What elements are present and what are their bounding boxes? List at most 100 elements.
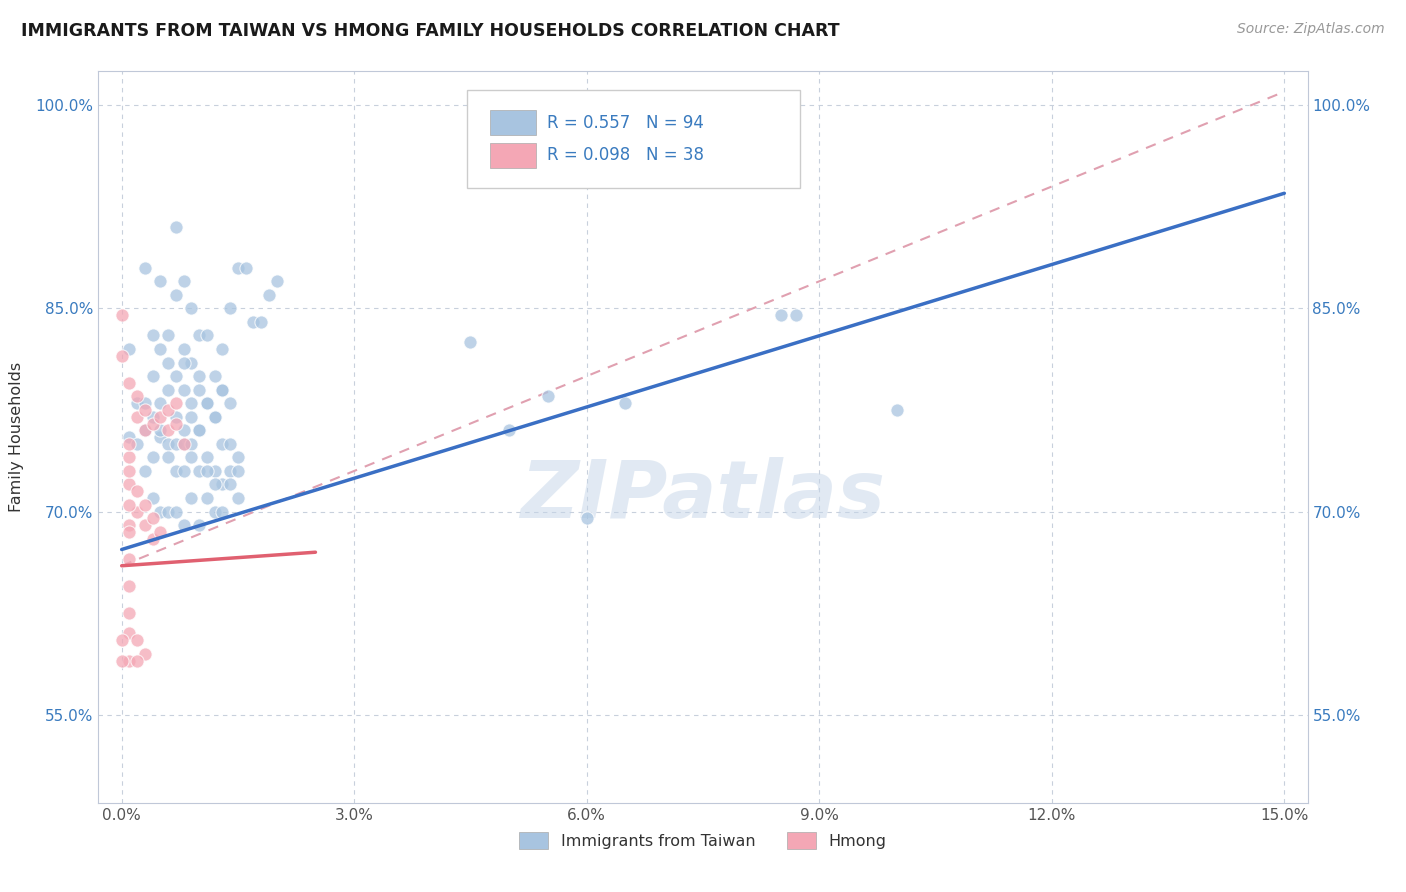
Point xyxy=(127,437,149,451)
Point xyxy=(142,491,165,505)
Point xyxy=(157,505,180,519)
Point xyxy=(157,328,180,343)
Legend: Immigrants from Taiwan, Hmong: Immigrants from Taiwan, Hmong xyxy=(512,824,894,857)
Point xyxy=(204,505,226,519)
Point xyxy=(575,511,598,525)
Point xyxy=(195,450,218,465)
Point xyxy=(219,396,242,410)
Point xyxy=(195,396,218,410)
Point xyxy=(173,437,195,451)
Point xyxy=(165,437,187,451)
Point xyxy=(173,342,195,356)
Text: R = 0.557   N = 94: R = 0.557 N = 94 xyxy=(547,113,704,131)
Point xyxy=(149,274,172,288)
Point xyxy=(142,417,165,431)
Point xyxy=(195,491,218,505)
Point xyxy=(173,437,195,451)
Text: ZIPatlas: ZIPatlas xyxy=(520,457,886,534)
Point xyxy=(165,220,187,235)
Point xyxy=(149,423,172,437)
Point xyxy=(886,403,908,417)
Point xyxy=(226,260,249,275)
Point xyxy=(118,579,141,593)
Point xyxy=(134,423,156,437)
Point xyxy=(537,389,560,403)
Point xyxy=(134,498,156,512)
Point xyxy=(118,498,141,512)
Point xyxy=(118,606,141,620)
Point xyxy=(142,532,165,546)
Point xyxy=(180,396,202,410)
Point xyxy=(211,477,233,491)
Point xyxy=(204,477,226,491)
Point xyxy=(127,396,149,410)
Point xyxy=(195,396,218,410)
Point xyxy=(118,524,141,539)
Point xyxy=(165,288,187,302)
Point xyxy=(134,423,156,437)
Point xyxy=(173,355,195,369)
Point xyxy=(149,396,172,410)
Point xyxy=(211,505,233,519)
Point xyxy=(111,349,134,363)
Point xyxy=(204,464,226,478)
Point xyxy=(165,417,187,431)
Point xyxy=(111,633,134,648)
Point xyxy=(785,308,807,322)
Point xyxy=(173,464,195,478)
Y-axis label: Family Households: Family Households xyxy=(10,362,24,512)
Point xyxy=(142,450,165,465)
Point xyxy=(188,328,211,343)
Point xyxy=(211,342,233,356)
Point xyxy=(250,315,273,329)
Point xyxy=(157,403,180,417)
Point xyxy=(242,315,264,329)
Point xyxy=(211,383,233,397)
Point xyxy=(157,450,180,465)
Point xyxy=(118,450,141,465)
Point xyxy=(226,491,249,505)
Point xyxy=(173,423,195,437)
Point xyxy=(188,464,211,478)
Point xyxy=(219,437,242,451)
Point xyxy=(134,464,156,478)
Point xyxy=(111,308,134,322)
Point xyxy=(180,450,202,465)
Point xyxy=(211,383,233,397)
Point xyxy=(188,518,211,533)
Point xyxy=(127,505,149,519)
Point xyxy=(226,450,249,465)
Point xyxy=(195,464,218,478)
Point xyxy=(118,430,141,444)
Point xyxy=(118,552,141,566)
Point xyxy=(118,342,141,356)
Point xyxy=(165,369,187,384)
Point xyxy=(134,518,156,533)
Point xyxy=(173,274,195,288)
Point xyxy=(188,383,211,397)
Point xyxy=(165,409,187,424)
Point xyxy=(226,464,249,478)
Point xyxy=(180,491,202,505)
Point xyxy=(614,396,637,410)
Text: IMMIGRANTS FROM TAIWAN VS HMONG FAMILY HOUSEHOLDS CORRELATION CHART: IMMIGRANTS FROM TAIWAN VS HMONG FAMILY H… xyxy=(21,22,839,40)
Point xyxy=(165,464,187,478)
Point xyxy=(180,437,202,451)
Point xyxy=(118,518,141,533)
Point xyxy=(142,409,165,424)
Point xyxy=(195,328,218,343)
Point xyxy=(188,423,211,437)
Point xyxy=(219,301,242,316)
Point xyxy=(257,288,280,302)
Point xyxy=(127,409,149,424)
Point xyxy=(165,396,187,410)
Point xyxy=(142,369,165,384)
Point xyxy=(111,654,134,668)
Point xyxy=(157,423,180,437)
Point xyxy=(149,430,172,444)
Point xyxy=(142,511,165,525)
Point xyxy=(173,383,195,397)
Point xyxy=(157,355,180,369)
Point xyxy=(498,423,520,437)
Point xyxy=(118,376,141,390)
